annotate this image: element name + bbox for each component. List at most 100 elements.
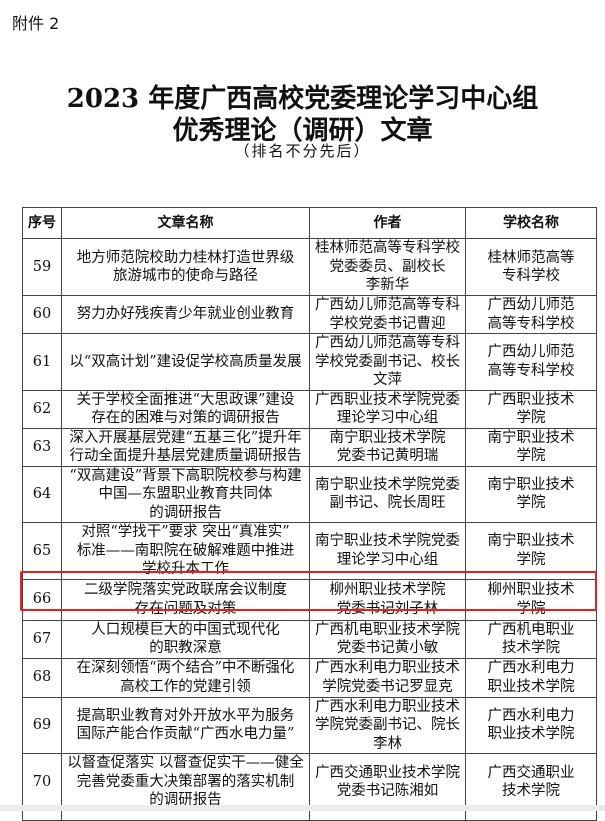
table-header-row: 序号 文章名称 作者 学校名称 bbox=[22, 207, 597, 239]
cell-school: 广西职业技术 学院 bbox=[465, 389, 597, 429]
cell-title-line: 的调研报告 bbox=[149, 792, 222, 809]
cell-title: 以督查促落实 以督查促实干——健全 完善党委重大决策部署的落实机制 的调研报告 bbox=[61, 753, 310, 811]
cell-school-line: 学院 bbox=[516, 448, 546, 464]
cell-title-line: 完善党委重大决策部署的落实机制 bbox=[76, 773, 295, 790]
cell-author-line: 广西水利电力职业技术 bbox=[315, 660, 460, 676]
cell-title: 提高职业教育对外开放水平为服务 国际产能合作贡献“广西水电力量” bbox=[61, 696, 310, 754]
cell-no: 67 bbox=[22, 619, 62, 659]
cell-title-line: 地方师范院校助力桂林打造世界级 bbox=[76, 249, 295, 266]
cell-school-line: 学院 bbox=[516, 495, 546, 512]
cell-title: 关于学校全面推进“大思政课”建设 存在的困难与对策的调研报告 bbox=[61, 389, 310, 429]
cell-title-line: 关于学校全面推进“大思政课”建设 bbox=[76, 391, 295, 408]
cell-title-line: 努力办好残疾青少年就业创业教育 bbox=[76, 306, 295, 323]
cell-author-line: 党委书记陈湘如 bbox=[336, 783, 439, 799]
cell-author-line: 广西幼儿师范高等专科 bbox=[315, 335, 460, 351]
cell-author: 南宁职业技术学院党委 副书记、院长周旺 bbox=[309, 465, 466, 523]
cell-school-line: 广西机电职业 bbox=[487, 621, 575, 638]
cell-title-line: 的调研报告 bbox=[149, 504, 222, 521]
cell-author-line: 南宁职业技术学院党委 bbox=[315, 533, 460, 550]
cell-no: 69 bbox=[22, 696, 62, 754]
cell-school-line: 高等专科学校 bbox=[487, 315, 575, 332]
cell-title-line: 人口规模巨大的中国式现代化 bbox=[91, 621, 280, 638]
cell-no: 62 bbox=[22, 389, 62, 429]
cell-school-line: 职业技术学院 bbox=[487, 678, 575, 695]
cell-author-line: 广西水利电力职业技术 bbox=[315, 698, 460, 715]
document-subtitle: （排名不分先后） bbox=[234, 142, 371, 160]
cell-title-line: 行动全面提升基层党建质量调研报告 bbox=[69, 448, 302, 464]
cell-no: 66 bbox=[22, 578, 62, 621]
table-row: 60 努力办好残疾青少年就业创业教育 广西幼儿师范高等专科 学校党委书记曹迎 广西幼儿师… bbox=[22, 295, 597, 334]
cell-author: 广西水利电力职业技术 学院党委副书记、院长 李林 bbox=[309, 696, 466, 754]
cell-author-line: 学校党委副书记、校长 bbox=[315, 353, 460, 370]
cell-title-line: 以督查促落实 以督查促实干——健全 bbox=[67, 755, 304, 772]
cell-title: 深入开展基层党建“五基三化”提升年 行动全面提升基层党建质量调研报告 bbox=[61, 427, 310, 467]
cell-school-line: 南宁职业技术 bbox=[487, 429, 575, 446]
cell-school: 南宁职业技术 学院 bbox=[465, 427, 597, 467]
cell-school: 广西水利电力 职业技术学院 bbox=[465, 657, 597, 698]
cell-empty bbox=[309, 810, 466, 821]
cell-school-line: 广西幼儿师范 bbox=[487, 297, 575, 313]
cell-author-line: 南宁职业技术学院 bbox=[329, 429, 446, 446]
cell-school-line: 学院 bbox=[516, 551, 546, 568]
cell-author: 广西水利电力职业技术 学院党委书记罗显克 bbox=[309, 657, 466, 698]
cell-school: 南宁职业技术 学院 bbox=[465, 465, 597, 523]
table-row: 63 深入开展基层党建“五基三化”提升年 行动全面提升基层党建质量调研报告 南宁职业技… bbox=[22, 427, 597, 467]
cell-title: 二级学院落实党政联席会议制度 存在问题及对策 bbox=[61, 578, 310, 621]
cell-school: 广西幼儿师范 高等专科学校 bbox=[465, 295, 597, 334]
cell-school-line: 广西水利电力 bbox=[487, 707, 575, 724]
cell-school-line: 南宁职业技术 bbox=[487, 476, 575, 493]
table-row: 68 在深刻领悟“两个结合”中不断强化 高校工作的党建引领 广西水利电力职业技术 学院党… bbox=[22, 657, 597, 698]
cell-school-line: 广西交通职业 bbox=[487, 764, 575, 781]
cell-author: 桂林师范高等专科学校 党委委员、副校长 李新华 bbox=[309, 238, 466, 296]
cell-school: 广西水利电力 职业技术学院 bbox=[465, 696, 597, 754]
header-author: 作者 bbox=[309, 207, 466, 239]
cell-no: 61 bbox=[22, 333, 62, 391]
cell-author-line: 党委委员、副校长 bbox=[329, 258, 446, 275]
viewer-bottom-strip bbox=[0, 805, 605, 811]
cell-author: 广西幼儿师范高等专科 学校党委副书记、校长 文萍 bbox=[309, 333, 466, 391]
cell-author: 南宁职业技术学院 党委书记黄明瑞 bbox=[309, 427, 466, 467]
cell-title-line: 学校升本工作 bbox=[142, 561, 229, 577]
cell-author-line: 广西交通职业技术学院 bbox=[315, 764, 460, 781]
cell-author-line: 学院党委副书记、院长 bbox=[315, 717, 460, 733]
cell-school-line: 专科学校 bbox=[502, 268, 560, 284]
cell-author-line: 理论学习中心组 bbox=[336, 410, 439, 426]
cell-school-line: 技术学院 bbox=[502, 783, 560, 799]
cell-title-line: “双高建设”背景下高职院校参与构建 bbox=[69, 467, 302, 484]
cell-title-line: 对照“学找干”要求 突出“真准实” bbox=[81, 524, 290, 540]
document-title-line2: 优秀理论（调研）文章 bbox=[172, 116, 433, 146]
cell-school: 广西机电职业 技术学院 bbox=[465, 619, 597, 659]
cell-author: 南宁职业技术学院党委 理论学习中心组 bbox=[309, 522, 466, 580]
cell-author-line: 广西机电职业技术学院 bbox=[315, 621, 460, 638]
cell-school: 桂林师范高等 专科学校 bbox=[465, 238, 597, 296]
cell-title-line: 在深刻领悟“两个结合”中不断强化 bbox=[76, 660, 295, 676]
articles-table: 序号 文章名称 作者 学校名称 59 地方师范院校助力桂林打造世界级 旅游城市的使命… bbox=[22, 207, 597, 821]
cell-no: 59 bbox=[22, 238, 62, 296]
cell-title-line: 以“双高计划”建设促学校高质量发展 bbox=[69, 353, 302, 370]
cell-no: 68 bbox=[22, 657, 62, 698]
cell-author-line: 桂林师范高等专科学校 bbox=[315, 240, 460, 257]
cell-title-line: 存在的困难与对策的调研报告 bbox=[91, 410, 280, 426]
table-row-partial bbox=[22, 810, 597, 821]
cell-author-line: 学院党委书记罗显克 bbox=[322, 678, 453, 695]
cell-no: 60 bbox=[22, 295, 62, 334]
table-row: 69 提高职业教育对外开放水平为服务 国际产能合作贡献“广西水电力量” 广西水利电力职… bbox=[22, 696, 597, 754]
cell-school-line: 广西水利电力 bbox=[487, 660, 575, 676]
cell-author-line: 党委书记黄小敏 bbox=[336, 640, 439, 656]
document-title-line1: 2023 年度广西高校党委理论学习中心组 bbox=[66, 84, 539, 114]
cell-school: 柳州职业技术 学院 bbox=[465, 578, 597, 621]
cell-school-line: 柳州职业技术 bbox=[487, 582, 575, 598]
cell-title-line: 高校工作的党建引领 bbox=[120, 678, 251, 695]
cell-title-line: 提高职业教育对外开放水平为服务 bbox=[76, 707, 295, 724]
highlight-box bbox=[20, 571, 597, 611]
cell-title-line: 存在问题及对策 bbox=[134, 600, 237, 617]
cell-author-line: 党委书记刘子林 bbox=[336, 600, 439, 617]
cell-author-line: 柳州职业技术学院 bbox=[329, 582, 446, 598]
cell-no: 64 bbox=[22, 465, 62, 523]
table-row: 70 以督查促落实 以督查促实干——健全 完善党委重大决策部署的落实机制 的调研报告广… bbox=[22, 753, 597, 811]
cell-author: 广西幼儿师范高等专科 学校党委书记曹迎 bbox=[309, 295, 466, 334]
cell-title-line: 的职教深意 bbox=[149, 640, 222, 656]
cell-author-line: 文萍 bbox=[373, 372, 402, 388]
table-row: 61 以“双高计划”建设促学校高质量发展 广西幼儿师范高等专科 学校党委副书记、校长文… bbox=[22, 333, 597, 391]
table-row: 65 对照“学找干”要求 突出“真准实” 标准——南职院在破解难题中推进 学校升本工作… bbox=[22, 522, 597, 580]
